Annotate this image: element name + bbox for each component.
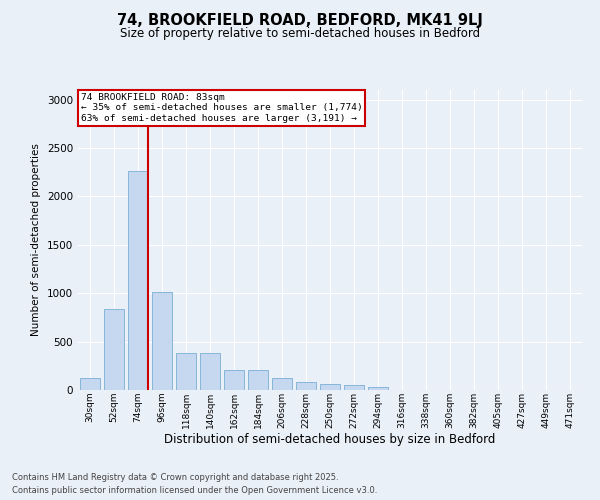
Bar [152,292,172,390]
Bar [128,172,148,390]
Text: Size of property relative to semi-detached houses in Bedford: Size of property relative to semi-detach… [120,28,480,40]
Bar [272,378,292,390]
Bar [248,370,268,390]
Bar [368,387,388,390]
Bar [176,353,196,390]
Text: Contains HM Land Registry data © Crown copyright and database right 2025.: Contains HM Land Registry data © Crown c… [12,474,338,482]
Bar [104,308,124,390]
Y-axis label: Number of semi-detached properties: Number of semi-detached properties [31,144,41,336]
Bar [320,384,340,390]
Text: 74, BROOKFIELD ROAD, BEDFORD, MK41 9LJ: 74, BROOKFIELD ROAD, BEDFORD, MK41 9LJ [117,12,483,28]
Text: Contains public sector information licensed under the Open Government Licence v3: Contains public sector information licen… [12,486,377,495]
Bar [200,353,220,390]
Text: 74 BROOKFIELD ROAD: 83sqm
← 35% of semi-detached houses are smaller (1,774)
63% : 74 BROOKFIELD ROAD: 83sqm ← 35% of semi-… [80,93,362,123]
Bar [224,370,244,390]
X-axis label: Distribution of semi-detached houses by size in Bedford: Distribution of semi-detached houses by … [164,434,496,446]
Bar [80,378,100,390]
Bar [344,385,364,390]
Bar [296,382,316,390]
